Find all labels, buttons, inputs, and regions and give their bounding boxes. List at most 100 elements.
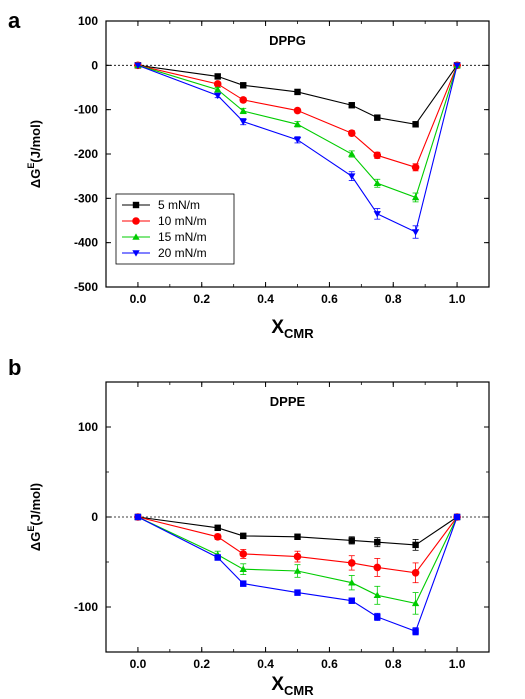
x-tick-label: 0.6 [321, 657, 338, 671]
data-point [239, 118, 247, 126]
data-point [348, 102, 355, 109]
data-point [411, 163, 420, 172]
data-point [348, 579, 356, 586]
data-point [412, 541, 419, 549]
chart-title: DPPE [270, 394, 306, 409]
data-point [293, 106, 302, 115]
data-point [293, 137, 302, 144]
x-axis-label: XCMR [271, 317, 314, 341]
data-point [240, 82, 247, 89]
y-axis-label: ΔGE(J/mol) [26, 483, 43, 551]
data-point [240, 580, 247, 587]
x-tick-label: 0.0 [130, 292, 147, 306]
data-point [134, 513, 142, 521]
data-point [453, 513, 461, 521]
series-line [137, 516, 458, 633]
data-point [411, 229, 420, 236]
data-point [348, 597, 355, 604]
data-point [374, 114, 381, 121]
legend-marker [132, 217, 140, 225]
series-2 [134, 61, 461, 203]
data-point [214, 92, 222, 100]
series-line [137, 64, 458, 233]
series-line [137, 516, 458, 546]
y-tick-label: -400 [74, 236, 98, 250]
legend-label: 15 mN/m [158, 230, 207, 244]
y-tick-label: -200 [74, 147, 98, 161]
x-tick-label: 1.0 [449, 292, 466, 306]
series-0 [134, 513, 461, 551]
data-point [373, 179, 381, 187]
series-line [137, 64, 458, 125]
data-point [348, 150, 356, 157]
data-point [293, 567, 302, 574]
chart-title: DPPG [269, 33, 306, 48]
data-point [411, 569, 420, 577]
data-point [213, 80, 222, 88]
data-point [348, 173, 356, 180]
data-point [213, 533, 222, 541]
data-point [411, 599, 420, 607]
x-tick-label: 0.2 [193, 292, 210, 306]
y-tick-label: -300 [74, 191, 98, 205]
legend-label: 10 mN/m [158, 214, 207, 228]
data-point [373, 563, 382, 572]
data-point [294, 589, 301, 596]
series-3 [134, 62, 461, 239]
data-point [347, 129, 356, 137]
x-axis-label: XCMR [271, 674, 314, 698]
y-tick-label: 100 [78, 14, 98, 28]
data-point [239, 565, 247, 572]
x-tick-label: 1.0 [449, 657, 466, 671]
x-tick-label: 0.8 [385, 657, 402, 671]
x-tick-label: 0.2 [193, 657, 210, 671]
data-point [374, 613, 381, 621]
data-point [239, 550, 248, 558]
data-point [347, 559, 356, 567]
x-tick-label: 0.4 [257, 657, 274, 671]
data-point [240, 532, 247, 540]
series-line [137, 64, 458, 199]
x-tick-label: 0.8 [385, 292, 402, 306]
legend-marker [132, 201, 140, 209]
x-tick-label: 0.0 [130, 657, 147, 671]
x-tick-label: 0.4 [257, 292, 274, 306]
x-tick-label: 0.6 [321, 292, 338, 306]
y-tick-label: -500 [74, 280, 98, 294]
y-tick-label: -100 [74, 600, 98, 614]
legend-marker [132, 233, 140, 240]
legend: 5 mN/m 10 mN/m 15 mN/m 20 mN/m [115, 193, 235, 265]
data-point [348, 537, 355, 544]
data-point [373, 151, 382, 160]
chart-panel-a: a DPPG 0.0 0.2 0.4 0.6 0.8 1.0 100 0 -100 -200 -300 -… [8, 8, 490, 341]
legend-label: 20 mN/m [158, 246, 207, 260]
data-point [374, 539, 381, 546]
y-axis-label: ΔGE(J/mol) [26, 120, 43, 188]
panel-letter: b [8, 355, 21, 380]
legend-marker [132, 250, 140, 257]
data-point [373, 211, 381, 218]
data-point [294, 533, 301, 540]
y-tick-label: 0 [91, 58, 98, 72]
data-point [214, 524, 221, 531]
data-point [214, 73, 221, 80]
series-line [137, 64, 458, 168]
series-line [137, 516, 458, 574]
series-0 [134, 62, 461, 128]
y-tick-label: 100 [78, 420, 98, 434]
data-point [373, 591, 381, 599]
series-3 [134, 513, 461, 636]
data-point [134, 62, 142, 70]
data-point [239, 107, 247, 114]
series-1 [134, 513, 461, 584]
series-1 [134, 61, 461, 172]
panel-letter: a [8, 8, 21, 33]
data-point [214, 554, 221, 561]
y-tick-label: 0 [91, 510, 98, 524]
data-point [214, 86, 222, 93]
y-tick-label: -100 [74, 103, 98, 117]
series-line [137, 516, 458, 605]
data-point [412, 121, 419, 128]
legend-label: 5 mN/m [158, 198, 200, 212]
